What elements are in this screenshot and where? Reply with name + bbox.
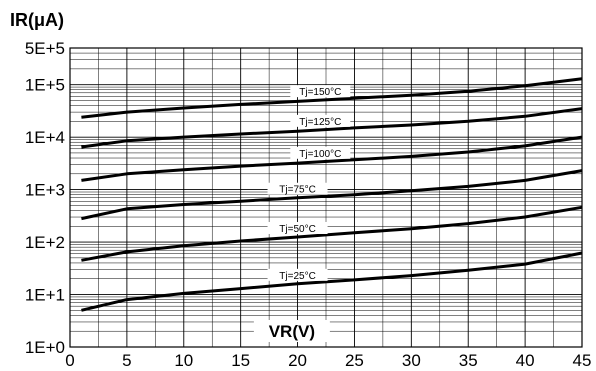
series-label: Tj=75°C <box>279 185 316 196</box>
y-tick-label: 1E+5 <box>25 76 65 95</box>
y-tick-label: 1E+2 <box>25 233 65 252</box>
series-label: Tj=25°C <box>279 271 316 282</box>
y-tick-label: 1E+0 <box>25 338 65 357</box>
series-line <box>81 135 583 182</box>
x-tick-label: 10 <box>174 351 193 370</box>
x-tick-label: 35 <box>459 351 478 370</box>
y-tick-labels: 1E+0 1E+1 1E+2 1E+3 1E+4 1E+5 5E+5 <box>25 39 65 357</box>
x-tick-label: 30 <box>402 351 421 370</box>
series-label-background <box>267 221 328 234</box>
x-tick-label: 5 <box>122 351 131 370</box>
x-tick-label: 25 <box>345 351 364 370</box>
series-line <box>81 205 583 262</box>
y-tick-label: 1E+1 <box>25 286 65 305</box>
series-label-background <box>290 114 351 127</box>
y-tick-label: 1E+4 <box>25 128 65 147</box>
y-tick-label: 1E+3 <box>25 181 65 200</box>
x-tick-label: 20 <box>288 351 307 370</box>
series-line <box>81 77 583 119</box>
x-tick-label: 15 <box>231 351 250 370</box>
series-label-background <box>290 146 351 159</box>
x-tick-label: 45 <box>573 351 592 370</box>
series-label: Tj=125°C <box>299 117 341 128</box>
plot-frame <box>69 47 583 348</box>
x-axis-title: VR(V) <box>269 322 315 341</box>
series-label: Tj=150°C <box>299 87 341 98</box>
series-label-background <box>267 268 328 281</box>
y-axis-title: IR(μA) <box>10 10 64 30</box>
series-layer <box>81 77 583 312</box>
series-labels: Tj=150°C Tj=125°C Tj=100°C Tj=75°C Tj=50°C Tj… <box>267 85 351 282</box>
x-axis-title-background <box>253 320 330 342</box>
series-line <box>81 251 583 312</box>
series-label-background <box>267 182 328 195</box>
x-tick-label: 40 <box>516 351 535 370</box>
series-label-background <box>290 85 351 98</box>
series-label: Tj=100°C <box>299 149 341 160</box>
y-tick-label: 5E+5 <box>25 39 65 58</box>
x-tick-labels: 0 5 10 15 20 25 30 35 40 45 <box>65 351 591 370</box>
x-tick-label: 0 <box>65 351 74 370</box>
series-label: Tj=50°C <box>279 224 316 235</box>
series-line <box>81 107 583 149</box>
series-line <box>81 169 583 221</box>
